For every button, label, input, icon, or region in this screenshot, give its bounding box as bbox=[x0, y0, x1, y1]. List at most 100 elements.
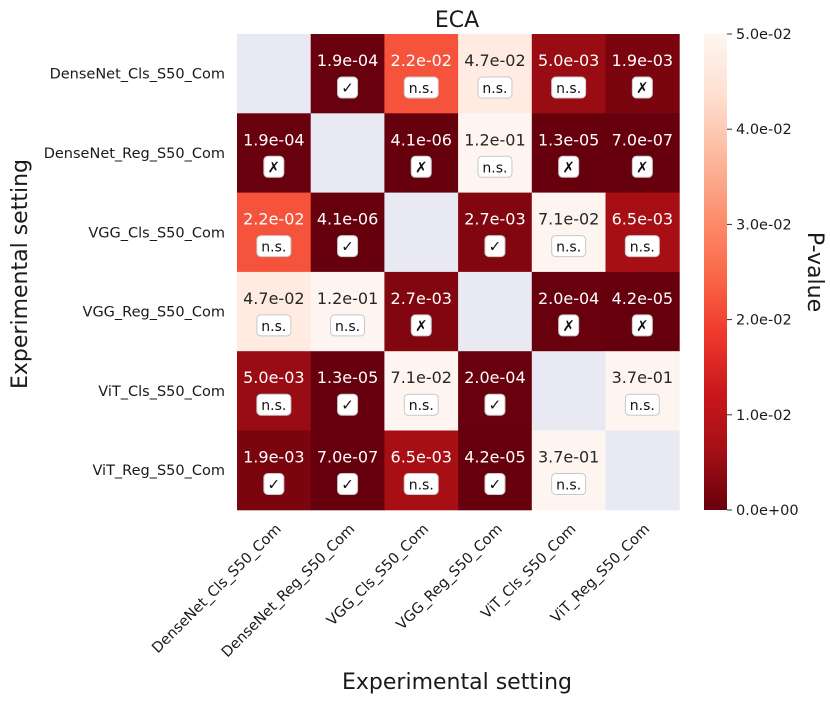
heatmap-cell bbox=[605, 34, 680, 114]
x-tick-label: DenseNet_Reg_S50_Com bbox=[219, 521, 358, 660]
colorbar-tick-label: 2.0e-02 bbox=[736, 313, 792, 329]
heatmap-cell bbox=[310, 34, 385, 114]
significance-marker: n.s. bbox=[261, 398, 286, 414]
cell-value-label: 3.7e-01 bbox=[612, 368, 673, 387]
heatmap-cell bbox=[237, 351, 312, 431]
heatmap-cell bbox=[310, 351, 385, 431]
significance-badge bbox=[477, 155, 513, 178]
heatmap-cell bbox=[458, 192, 533, 273]
heatmap-cell bbox=[310, 430, 385, 511]
significance-marker: ✗ bbox=[268, 158, 281, 176]
heatmap-cell bbox=[605, 430, 680, 511]
heatmap-cell bbox=[458, 351, 533, 431]
y-axis-label: Experimental setting bbox=[8, 159, 33, 389]
significance-marker: n.s. bbox=[409, 398, 434, 414]
cell-value-label: 7.1e-02 bbox=[391, 368, 452, 387]
significance-badge bbox=[558, 155, 580, 178]
significance-marker: n.s. bbox=[409, 478, 434, 494]
cell-value-label: 7.0e-07 bbox=[317, 448, 378, 467]
cell-value-label: 7.1e-02 bbox=[538, 210, 599, 229]
heatmap-cell bbox=[605, 351, 680, 431]
significance-badge bbox=[337, 473, 359, 495]
heatmap-cell bbox=[384, 192, 459, 273]
significance-marker: n.s. bbox=[556, 240, 581, 256]
heatmap-cell bbox=[384, 271, 459, 352]
cell-value-label: 2.7e-03 bbox=[464, 210, 525, 229]
significance-marker: ✓ bbox=[341, 79, 354, 97]
heatmap-cell bbox=[531, 271, 606, 352]
significance-badge bbox=[263, 473, 285, 495]
significance-badge bbox=[631, 314, 653, 337]
cell-value-label: 4.2e-05 bbox=[464, 448, 525, 467]
significance-badge bbox=[484, 393, 506, 416]
significance-badge bbox=[403, 393, 439, 416]
heatmap-cell bbox=[458, 430, 533, 511]
heatmap-cell bbox=[605, 271, 680, 352]
heatmap-cell bbox=[531, 430, 606, 511]
heatmap-cell bbox=[531, 192, 606, 273]
significance-badge bbox=[484, 235, 506, 258]
colorbar-label: P-value bbox=[802, 232, 827, 312]
cell-value-label: 2.0e-04 bbox=[538, 289, 599, 308]
heatmap-cell bbox=[237, 113, 312, 194]
significance-marker: ✗ bbox=[415, 317, 428, 335]
significance-badge bbox=[551, 76, 587, 99]
heatmap-cell bbox=[458, 113, 533, 194]
heatmap-cell bbox=[310, 113, 385, 194]
significance-marker: ✓ bbox=[489, 238, 502, 256]
cell-value-label: 1.9e-04 bbox=[243, 130, 304, 149]
heatmap-cell bbox=[237, 192, 312, 273]
significance-badge bbox=[403, 76, 439, 99]
cell-value-label: 4.2e-05 bbox=[612, 289, 673, 308]
heatmap-cell bbox=[384, 351, 459, 431]
significance-badge bbox=[263, 155, 285, 178]
significance-marker: ✗ bbox=[562, 317, 575, 335]
significance-marker: ✓ bbox=[489, 396, 502, 414]
heatmap-cell-labels: 1.9e-04 ✓ 2.2e-02 n.s. 4.7e-02 n.s. 5.0e-03 n.s… bbox=[243, 51, 673, 495]
cell-value-label: 1.3e-05 bbox=[317, 368, 378, 387]
x-tick-label: DenseNet_Cls_S50_Com bbox=[149, 521, 284, 656]
significance-badge bbox=[551, 473, 587, 495]
cell-value-label: 1.9e-03 bbox=[243, 448, 304, 467]
significance-badge bbox=[256, 314, 292, 337]
cell-value-label: 1.9e-04 bbox=[317, 51, 378, 70]
significance-badge bbox=[403, 473, 439, 495]
cell-value-label: 2.7e-03 bbox=[391, 289, 452, 308]
significance-marker: n.s. bbox=[409, 81, 434, 97]
y-tick-label: DenseNet_Cls_S50_Com bbox=[50, 67, 225, 83]
significance-marker: n.s. bbox=[261, 240, 286, 256]
significance-badge bbox=[410, 155, 432, 178]
x-axis-label: Experimental setting bbox=[342, 670, 572, 695]
cell-value-label: 5.0e-03 bbox=[538, 51, 599, 70]
heatmap-cell bbox=[605, 113, 680, 194]
significance-marker: ✓ bbox=[341, 238, 354, 256]
colorbar-tick-label: 4.0e-02 bbox=[736, 122, 792, 138]
colorbar-tick-label: 1.0e-02 bbox=[736, 408, 792, 424]
colorbar bbox=[704, 34, 727, 510]
significance-marker: ✓ bbox=[341, 396, 354, 414]
heatmap-cell bbox=[458, 34, 533, 114]
significance-badge bbox=[337, 393, 359, 416]
colorbar-ticks: 0.0e+00 1.0e-02 2.0e-02 3.0e-02 4.0e-02 5.0e-… bbox=[727, 27, 799, 519]
cell-value-label: 3.7e-01 bbox=[538, 448, 599, 467]
colorbar-tick-label: 5.0e-02 bbox=[736, 27, 792, 43]
y-tick-labels: DenseNet_Cls_S50_Com DenseNet_Reg_S50_Com… bbox=[44, 67, 225, 479]
significance-badge bbox=[558, 314, 580, 337]
cell-value-label: 4.7e-02 bbox=[464, 51, 525, 70]
heatmap-cell bbox=[384, 113, 459, 194]
significance-marker: n.s. bbox=[261, 319, 286, 335]
significance-badge bbox=[337, 235, 359, 258]
significance-marker: ✗ bbox=[415, 158, 428, 176]
heatmap-cell bbox=[237, 430, 312, 511]
y-tick-label: VGG_Reg_S50_Com bbox=[83, 305, 225, 321]
heatmap-cell bbox=[531, 34, 606, 114]
cell-value-label: 6.5e-03 bbox=[391, 448, 452, 467]
significance-marker: n.s. bbox=[556, 478, 581, 494]
significance-marker: ✓ bbox=[268, 476, 281, 494]
significance-badge bbox=[631, 155, 653, 178]
heatmap-cell bbox=[531, 351, 606, 431]
significance-marker: ✗ bbox=[636, 79, 649, 97]
significance-marker: n.s. bbox=[335, 319, 360, 335]
heatmap-cells bbox=[237, 34, 680, 511]
